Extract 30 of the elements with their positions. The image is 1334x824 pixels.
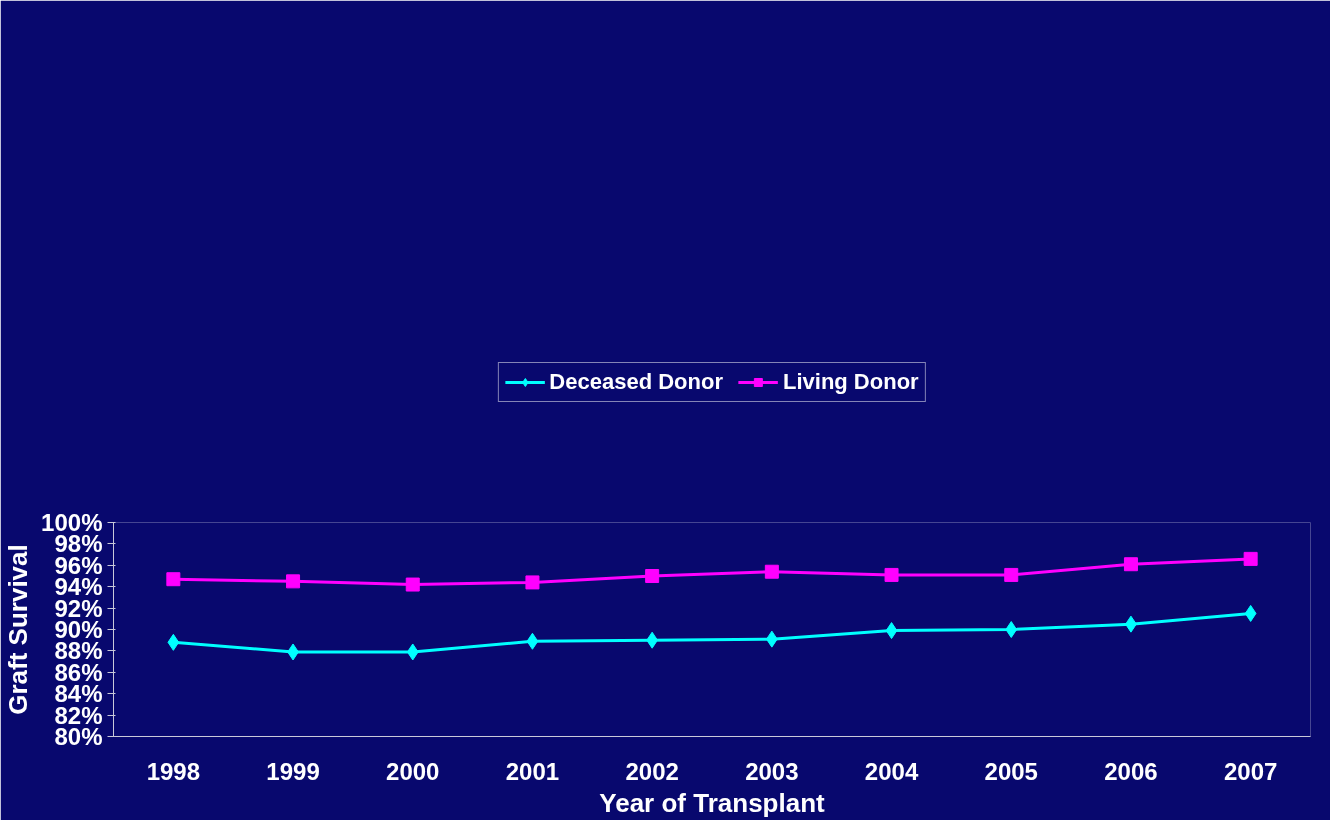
point bbox=[1243, 551, 1258, 566]
point bbox=[167, 633, 180, 651]
x-tick-label: 2004 bbox=[864, 757, 919, 785]
x-tick-label: 2000 bbox=[386, 757, 440, 785]
point bbox=[1123, 557, 1138, 572]
x-tick-label: 1998 bbox=[146, 757, 201, 785]
point bbox=[525, 575, 540, 590]
x-tick-label: 2007 bbox=[1223, 757, 1278, 785]
point bbox=[885, 622, 898, 640]
point bbox=[286, 574, 301, 589]
point bbox=[405, 577, 420, 592]
x-axis-title: Year of Transplant bbox=[599, 787, 826, 818]
legend-label: Deceased Donor bbox=[549, 368, 723, 395]
point bbox=[1244, 604, 1257, 622]
point bbox=[406, 643, 419, 661]
x-tick-label: 2002 bbox=[625, 757, 679, 785]
point bbox=[1004, 567, 1019, 582]
point bbox=[166, 572, 181, 587]
point bbox=[1005, 621, 1018, 638]
point bbox=[884, 567, 899, 582]
x-tick-label: 2001 bbox=[505, 757, 560, 785]
point bbox=[764, 564, 779, 579]
point bbox=[526, 632, 539, 650]
legend-label: Living Donor bbox=[782, 368, 919, 395]
x-tick-label: 2005 bbox=[984, 757, 1038, 785]
x-tick-label: 2006 bbox=[1104, 757, 1158, 785]
point bbox=[645, 569, 660, 583]
x-tick-label: 1999 bbox=[266, 757, 320, 785]
y-axis-title: Graft Survival bbox=[3, 544, 34, 715]
x-tick-label: 2003 bbox=[745, 757, 799, 785]
